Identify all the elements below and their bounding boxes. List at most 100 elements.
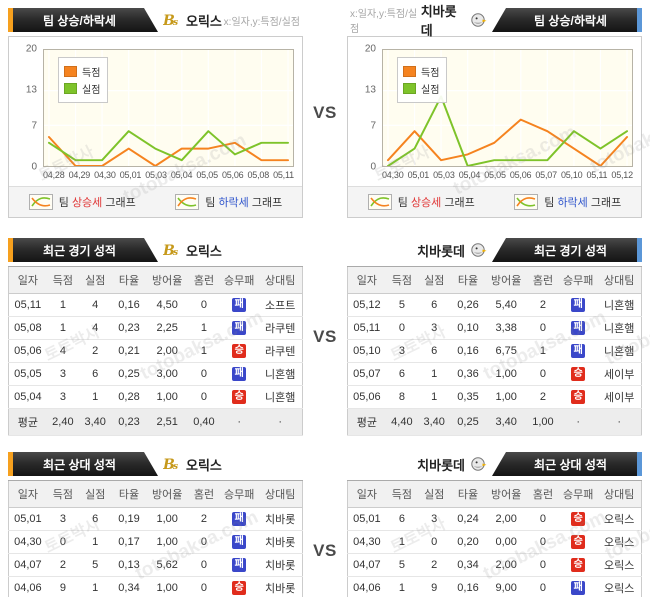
table-row: 04,07 2 5 0,13 5,62 0 패 치바롯 (8, 553, 303, 577)
column-header: 상대팀 (258, 480, 303, 508)
stat-cell: 1,00 (146, 530, 188, 554)
x-tick-label: 05,10 (560, 170, 583, 180)
opponent-cell: 치바롯 (258, 553, 303, 577)
x-tick-label: 05,08 (247, 170, 270, 180)
column-header: 실점 (418, 480, 451, 508)
y-tick-label: 7 (370, 120, 376, 132)
opponent-cell: 세이부 (597, 385, 642, 409)
rise-graph-button[interactable]: 팀 상승세 그래프 (367, 194, 475, 210)
lotte-logo-icon (470, 12, 487, 28)
axis-caption-right: x:일자,y:특점/실점 (350, 9, 418, 35)
result-badge: 승 (571, 390, 586, 404)
result-badge: 패 (571, 581, 586, 595)
rise-graph-button[interactable]: 팀 상승세 그래프 (28, 194, 136, 210)
recent-games-table-left: 일자 득점 실점 타율 방어율 홈런 승무패 상대팀 05,11 1 4 0,16 4,50 0 패 소프트… (8, 266, 303, 436)
result-badge: 승 (571, 535, 586, 549)
column-header: 상대팀 (597, 480, 642, 508)
x-tick-label: 05,11 (586, 170, 608, 180)
date-cell: 04,06 (8, 576, 47, 597)
column-header: 타율 (450, 480, 486, 508)
stat-cell: 0,28 (111, 385, 147, 409)
fall-word: 하락세 (218, 197, 249, 209)
stat-cell: 1 (187, 316, 221, 340)
result-badge: 승 (232, 344, 247, 358)
stat-cell: 2 (46, 553, 80, 577)
stat-cell: 0 (526, 553, 560, 577)
stat-cell: 1 (385, 576, 419, 597)
x-tick-label: 05,05 (196, 170, 218, 180)
team-name-right: 치바롯데 (417, 457, 465, 473)
result-badge: 패 (232, 298, 247, 312)
opponent-cell: 세이부 (597, 362, 642, 386)
table-row: 04,06 9 1 0,34 1,00 0 승 치바롯 (8, 576, 303, 597)
x-tick-label: 05,06 (221, 170, 244, 180)
trend-chart-panel-left: 20 13 7 0 득점 실점 04,28 04,29 04,30 05,01 05,03 05… (8, 36, 303, 218)
result-cell: 승 (559, 530, 598, 554)
stat-cell: 3,00 (146, 362, 188, 386)
recent-banner-right: 최근 경기 성적 (492, 238, 642, 262)
fall-graph-button[interactable]: 팀 하락세 그래프 (514, 194, 621, 210)
column-header: 일자 (347, 480, 386, 508)
footer-graph-word: 그래프 (444, 197, 475, 209)
result-cell: 승 (559, 385, 598, 409)
opponent-cell: 치바롯 (258, 576, 303, 597)
stat-cell: 1 (418, 362, 451, 386)
x-tick-label: 05,01 (407, 170, 430, 180)
column-header: 득점 (385, 480, 419, 508)
table-row: 05,12 5 6 0,26 5,40 2 패 니혼햄 (347, 293, 642, 317)
x-tick-label: 05,07 (535, 170, 557, 180)
stat-cell: 6 (385, 362, 419, 386)
table-row: 05,11 1 4 0,16 4,50 0 패 소프트 (8, 293, 303, 317)
result-badge: 승 (571, 367, 586, 381)
vs-label: VS (313, 541, 337, 560)
avg-row: 평균 2,40 3,40 0,23 2,51 0,40 · · (8, 408, 303, 436)
team-name-right: 치바롯데 (417, 243, 465, 259)
stat-cell: 2,00 (146, 339, 188, 363)
result-cell: 패 (559, 293, 598, 317)
column-header: 일자 (347, 266, 386, 294)
stat-cell: 2 (418, 553, 451, 577)
opponent-cell: 니혼햄 (258, 385, 303, 409)
trend-cross-icon (28, 194, 53, 210)
stat-cell: 1 (46, 316, 80, 340)
stat-cell: 0 (46, 530, 80, 554)
date-cell: 04,07 (8, 553, 47, 577)
result-badge: 패 (232, 321, 247, 335)
stat-cell: 0,17 (111, 530, 147, 554)
avg-cell: 2,40 (46, 408, 80, 436)
svg-text:s: s (173, 462, 178, 472)
fall-graph-button[interactable]: 팀 하락세 그래프 (175, 194, 282, 210)
stat-cell: 4,50 (146, 293, 188, 317)
x-tick-label: 05,01 (119, 170, 142, 180)
stat-cell: 6 (418, 293, 451, 317)
result-badge: 패 (232, 535, 247, 549)
trend-panel-right: x:일자,y:특점/실점 치바롯데 팀 상승/하락세 20 13 7 0 득점 실점 (347, 4, 642, 218)
stat-cell: 1 (46, 293, 80, 317)
column-header: 득점 (385, 266, 419, 294)
stat-cell: 1,00 (146, 385, 188, 409)
stat-cell: 0 (187, 293, 221, 317)
opponent-cell: 니혼햄 (597, 316, 642, 340)
x-tick-label: 04,30 (94, 170, 116, 180)
date-cell: 05,10 (347, 339, 386, 363)
recent-games-table-right: 일자 득점 실점 타율 방어율 홈런 승무패 상대팀 05,12 5 6 0,26 5,40 2 패 니혼햄… (347, 266, 642, 436)
table-row: 05,01 3 6 0,19 1,00 2 패 치바롯 (8, 507, 303, 531)
concede-label: 실점 (82, 85, 101, 96)
stat-cell: 0,36 (450, 362, 486, 386)
stat-cell: 0,21 (111, 339, 147, 363)
table-row: 05,06 8 1 0,35 1,00 2 승 세이부 (347, 385, 642, 409)
column-header: 상대팀 (597, 266, 642, 294)
footer-graph-word: 그래프 (105, 197, 136, 209)
concede-line (386, 95, 629, 166)
stat-cell: 9 (46, 576, 80, 597)
stat-cell: 6 (79, 507, 112, 531)
stat-cell: 5 (79, 553, 112, 577)
svg-text:s: s (173, 248, 178, 258)
score-swatch-icon (403, 66, 416, 77)
trend-cross-icon (514, 194, 539, 210)
